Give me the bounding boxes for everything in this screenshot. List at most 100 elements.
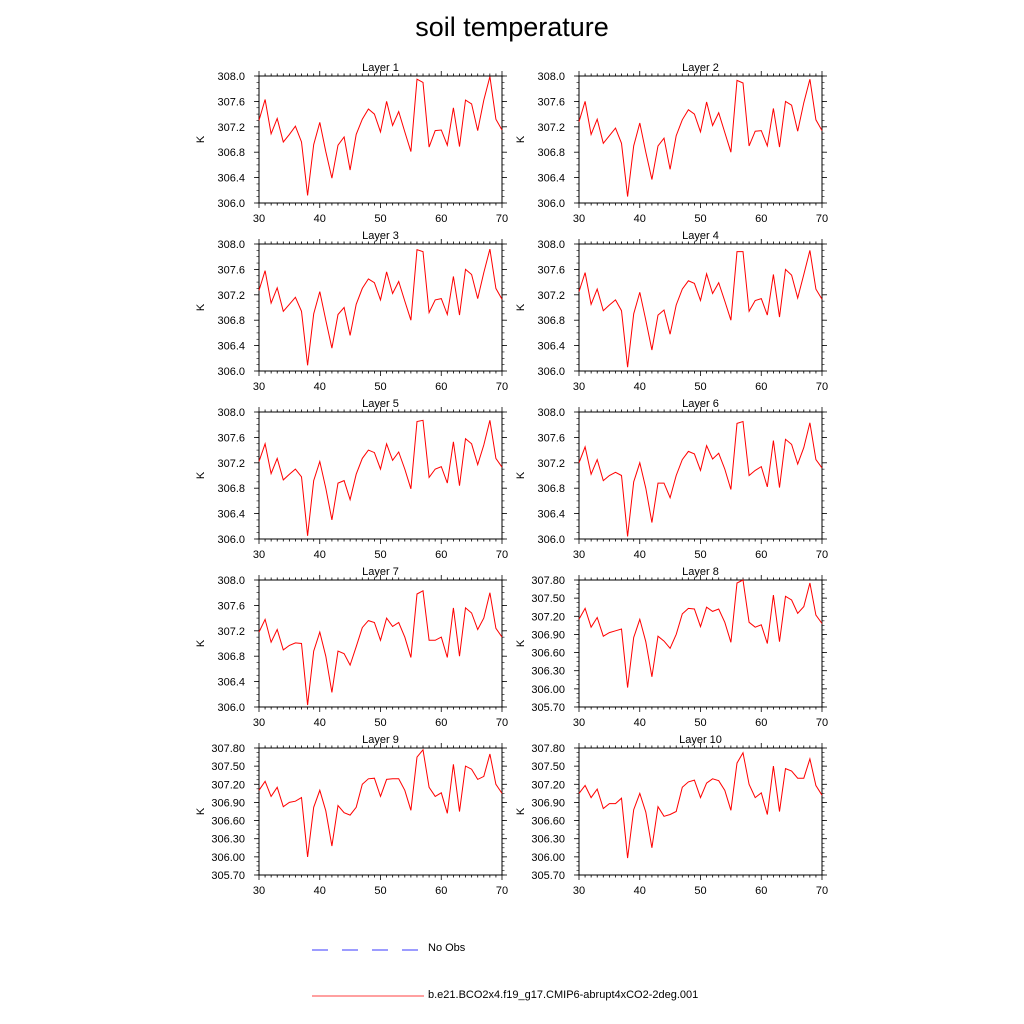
plot-frame bbox=[578, 75, 823, 204]
y-tick-label: 306.00 bbox=[211, 852, 245, 864]
y-tick-label: 307.2 bbox=[217, 626, 245, 638]
panel-layer-3: Layer 3 K 30 40 50 60 70 306.0 306.4 306.8 307.2 30… bbox=[195, 230, 508, 393]
x-tick-label: 70 bbox=[816, 381, 828, 393]
y-tick-label: 307.6 bbox=[217, 96, 245, 108]
y-tick-label: 306.30 bbox=[211, 834, 245, 846]
x-tick-label: 50 bbox=[374, 381, 386, 393]
y-tick-label: 307.2 bbox=[217, 290, 245, 302]
x-tick-label: 70 bbox=[816, 549, 828, 561]
x-tick-label: 70 bbox=[496, 549, 508, 561]
x-tick-label: 50 bbox=[374, 549, 386, 561]
x-tick-label: 50 bbox=[374, 717, 386, 729]
x-tick-label: 50 bbox=[694, 213, 706, 225]
x-tick-label: 30 bbox=[253, 381, 265, 393]
x-tick-label: 60 bbox=[435, 885, 447, 897]
panel-title: Layer 1 bbox=[362, 62, 399, 74]
y-tick-label: 307.6 bbox=[217, 600, 245, 612]
series-line bbox=[578, 250, 823, 368]
panel-layer-2: Layer 2 K 30 40 50 60 70 306.0 306.4 306.8 307.2 30… bbox=[515, 62, 828, 225]
y-axis-label: K bbox=[195, 807, 207, 815]
y-tick-label: 306.60 bbox=[531, 816, 565, 828]
x-tick-label: 50 bbox=[694, 717, 706, 729]
x-tick-label: 40 bbox=[634, 213, 646, 225]
y-tick-label: 306.8 bbox=[217, 147, 245, 159]
plot-frame bbox=[578, 747, 823, 876]
y-axis-label: K bbox=[515, 807, 527, 815]
y-tick-label: 305.70 bbox=[531, 870, 565, 882]
x-tick-label: 40 bbox=[314, 885, 326, 897]
y-tick-label: 307.6 bbox=[537, 432, 565, 444]
y-tick-label: 307.80 bbox=[531, 575, 565, 587]
x-tick-label: 30 bbox=[573, 885, 585, 897]
x-tick-label: 70 bbox=[496, 381, 508, 393]
panel-layer-9: Layer 9 K 30 40 50 60 70 305.70 306.00 306.30 306.… bbox=[195, 734, 508, 897]
plot-frame bbox=[578, 243, 823, 372]
x-tick-label: 40 bbox=[314, 549, 326, 561]
legend-swatch-no-obs bbox=[312, 949, 420, 951]
panel-title: Layer 8 bbox=[682, 566, 719, 578]
plot-frame bbox=[258, 411, 503, 540]
x-tick-label: 60 bbox=[435, 213, 447, 225]
series-line bbox=[578, 79, 823, 197]
y-axis-label: K bbox=[515, 135, 527, 143]
x-tick-label: 30 bbox=[253, 717, 265, 729]
panel-layer-5: Layer 5 K 30 40 50 60 70 306.0 306.4 306.8 307.2 30… bbox=[195, 398, 508, 561]
plot-frame bbox=[258, 243, 503, 372]
legend-label-no-obs: No Obs bbox=[428, 942, 466, 954]
series-line bbox=[578, 420, 823, 537]
y-tick-label: 307.80 bbox=[211, 743, 245, 755]
plot-frame bbox=[258, 75, 503, 204]
y-tick-label: 306.0 bbox=[217, 702, 245, 714]
x-tick-label: 70 bbox=[816, 885, 828, 897]
legend-swatch-series bbox=[312, 995, 424, 997]
y-tick-label: 306.4 bbox=[217, 341, 245, 353]
y-axis-label: K bbox=[195, 135, 207, 143]
x-tick-label: 50 bbox=[694, 885, 706, 897]
y-tick-label: 307.6 bbox=[217, 432, 245, 444]
panel-title: Layer 2 bbox=[682, 62, 719, 74]
x-tick-label: 30 bbox=[253, 213, 265, 225]
y-tick-label: 306.0 bbox=[537, 198, 565, 210]
y-tick-label: 306.4 bbox=[217, 173, 245, 185]
x-tick-label: 40 bbox=[314, 381, 326, 393]
panel-title: Layer 9 bbox=[362, 734, 399, 746]
x-tick-label: 60 bbox=[755, 717, 767, 729]
legend-label-series: b.e21.BCO2x4.f19_g17.CMIP6-abrupt4xCO2-2… bbox=[428, 989, 699, 1001]
y-tick-label: 308.0 bbox=[217, 239, 245, 251]
y-tick-label: 306.8 bbox=[217, 315, 245, 327]
y-axis-label: K bbox=[195, 471, 207, 479]
y-tick-label: 306.4 bbox=[537, 509, 565, 521]
x-tick-label: 60 bbox=[755, 213, 767, 225]
y-axis-label: K bbox=[515, 303, 527, 311]
y-tick-label: 307.50 bbox=[531, 593, 565, 605]
x-tick-label: 50 bbox=[694, 549, 706, 561]
x-tick-label: 40 bbox=[314, 213, 326, 225]
y-axis-label: K bbox=[195, 639, 207, 647]
y-tick-label: 305.70 bbox=[531, 702, 565, 714]
panel-title: Layer 4 bbox=[682, 230, 719, 242]
panel-title: Layer 5 bbox=[362, 398, 399, 410]
y-tick-label: 307.6 bbox=[537, 96, 565, 108]
x-tick-label: 30 bbox=[253, 549, 265, 561]
y-tick-label: 306.90 bbox=[211, 797, 245, 809]
panel-title: Layer 7 bbox=[362, 566, 399, 578]
series-line bbox=[258, 590, 503, 706]
y-tick-label: 308.0 bbox=[217, 575, 245, 587]
x-tick-label: 70 bbox=[496, 213, 508, 225]
x-tick-label: 70 bbox=[816, 717, 828, 729]
y-tick-label: 306.00 bbox=[531, 852, 565, 864]
y-tick-label: 306.30 bbox=[531, 666, 565, 678]
x-tick-label: 40 bbox=[314, 717, 326, 729]
y-tick-label: 308.0 bbox=[537, 239, 565, 251]
figure-title: soil temperature bbox=[415, 12, 609, 42]
y-tick-label: 306.0 bbox=[217, 366, 245, 378]
y-tick-label: 307.50 bbox=[531, 761, 565, 773]
panel-title: Layer 6 bbox=[682, 398, 719, 410]
x-tick-label: 60 bbox=[755, 549, 767, 561]
y-tick-label: 306.8 bbox=[537, 483, 565, 495]
y-tick-label: 306.30 bbox=[531, 834, 565, 846]
series-line bbox=[258, 419, 503, 536]
y-axis-label: K bbox=[515, 639, 527, 647]
y-tick-label: 306.60 bbox=[531, 648, 565, 660]
x-tick-label: 60 bbox=[435, 717, 447, 729]
